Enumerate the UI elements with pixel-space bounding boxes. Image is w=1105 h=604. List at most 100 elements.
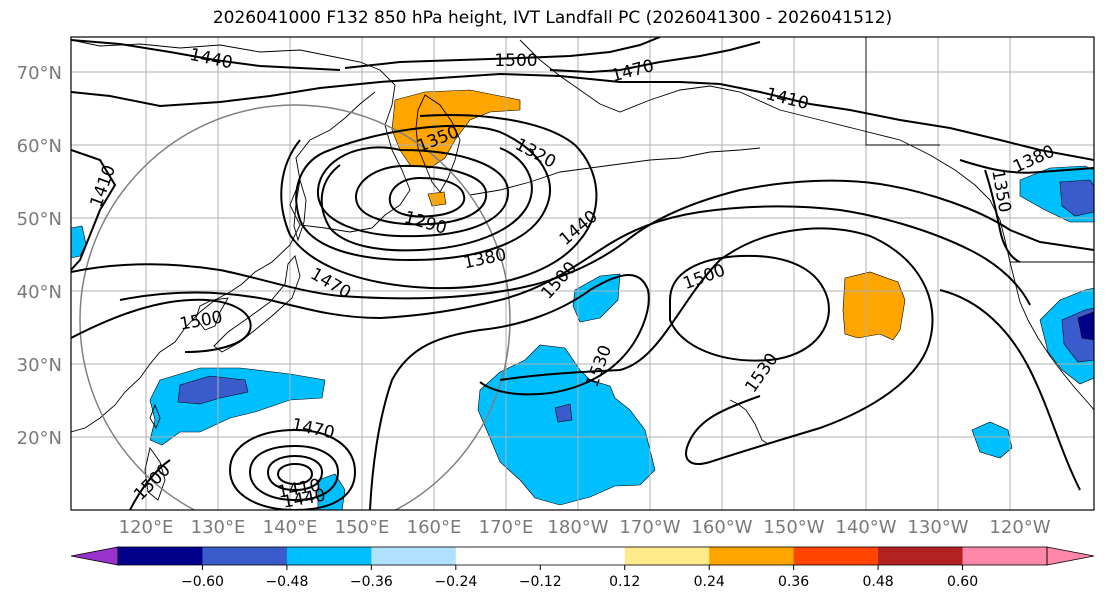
ivt-neg-central-north [572,273,621,323]
lon-label-160e: 160°E [407,517,462,538]
height-contours [71,37,1094,510]
colorbar-bin [793,547,879,565]
contour-1500-east [669,254,830,362]
map-title: 2026041000 F132 850 hPa height, IVT Land… [212,8,893,28]
lat-label-40: 40°N [17,282,62,303]
ivt-neg-westpac-core [177,375,249,405]
map-frame [70,36,1095,511]
colorbar-tick-label: 0.60 [947,574,978,590]
colorbar-bin [624,547,710,565]
colorbar-tick-label: 0.36 [778,574,809,590]
contour-1410-west [71,149,117,271]
coast-namerica-west [1009,261,1094,411]
range-circle [79,104,511,510]
coastlines [71,37,1094,501]
colorbar-tick-label: −0.24 [434,574,477,590]
contour-1500-north [344,37,661,69]
contour-1470-low-2 [248,444,340,502]
contour-1410-south [276,462,314,486]
longitude-labels: 120°E 130°E 140°E 150°E 160°E 170°E 180°… [119,517,1051,538]
colorbar-bin [202,547,288,565]
colorbar-frame [117,546,1048,566]
contour-low-3 [388,176,466,218]
lat-label-60: 60°N [17,136,62,157]
ivt-neg-pacnw-core [1059,179,1094,217]
coast-okhotsk [289,91,376,233]
colorbar-bin [540,547,626,565]
contour-1530-east [939,289,1081,491]
colorbar-bin [709,547,795,565]
contour-low-1 [316,146,510,238]
colorbar-tick-label: −0.48 [265,574,308,590]
coast-hawaii [729,399,769,445]
contour-1380-east [959,159,1094,174]
contour-1440-mid [71,179,1094,300]
colorbar-bin [455,547,541,565]
colorbar-bin [962,547,1048,565]
lon-label-170w: 170°W [619,517,680,538]
map-panel: 1440 1500 1470 1410 1410 1350 1320 1290 … [70,36,1095,511]
lon-label-130w: 130°W [907,517,968,538]
colorbar-bin [878,547,964,565]
lon-label-140e: 140°E [263,517,318,538]
coast-canada-border [865,37,940,146]
contour-1500-south [129,459,171,510]
lat-label-50: 50°N [17,209,62,230]
colorbar-tick-label: 0.12 [609,574,640,590]
ivt-pos-eastpac [842,271,906,341]
lon-label-150w: 150°W [763,517,824,538]
contour-1470-low-3 [266,454,324,492]
contour-1500-mid [71,298,252,353]
colorbar-over-arrow [1046,546,1095,566]
colorbar-boxes [118,547,1048,565]
colorbar-bin [286,547,372,565]
lon-label-120e: 120°E [119,517,174,538]
ivt-neg-central-core [554,403,573,423]
ivt-neg-calif-deep [1077,311,1094,341]
ivt-neg-hawaii-south [971,421,1013,459]
ivt-shading [71,89,1094,510]
lon-label-150e: 150°E [335,517,390,538]
lat-label-70: 70°N [17,63,62,84]
contour-1440-north [71,39,341,71]
contour-label-1500-north: 1500 [494,51,537,71]
contour-1320 [320,147,533,252]
contour-1350 [295,124,551,262]
colorbar-tick-label: −0.12 [519,574,562,590]
contour-1410-arc [71,72,1094,161]
contour-1380 [280,114,598,290]
coast-philippines [144,446,166,501]
contour-1470-low-1 [228,428,357,510]
coast-aleutians [469,147,761,196]
colorbar-bin [371,547,457,565]
colorbar-ticks: −0.60 −0.48 −0.36 −0.24 −0.12 0.12 0.24 0.36 0.4… [181,565,978,590]
lon-label-120w: 120°W [989,517,1050,538]
colorbar: −0.60 −0.48 −0.36 −0.24 −0.12 0.12 0.24 0.36 0.4… [70,546,1095,590]
latitude-labels: 70°N 60°N 50°N 40°N 30°N 20°N [17,63,62,449]
lon-label-180w: 180°W [547,517,608,538]
lon-label-170e: 170°E [479,517,534,538]
lat-label-30: 30°N [17,355,62,376]
lon-label-130e: 130°E [191,517,246,538]
colorbar-tick-label: 0.24 [694,574,725,590]
coast-asia-east [71,224,301,433]
colorbar-tick-label: −0.36 [350,574,393,590]
contour-1470-north [549,41,761,74]
contour-low-2 [354,164,488,226]
contour-1470-mid [119,205,1031,320]
coast-taiwan [149,403,161,430]
ivt-pos-small [427,191,447,207]
colorbar-tick-label: −0.60 [181,574,224,590]
lat-label-20: 20°N [17,428,62,449]
lon-label-160w: 160°W [691,517,752,538]
coast-alaska [519,39,1011,263]
colorbar-bin [118,547,203,565]
colorbar-tick-label: 0.48 [863,574,894,590]
coast-asia-north [71,39,411,229]
colorbar-under-arrow [70,546,119,566]
lon-label-140w: 140°W [835,517,896,538]
contour-1500-west [369,274,650,510]
contour-1350-east [984,169,1021,263]
contour-1530 [499,227,934,465]
